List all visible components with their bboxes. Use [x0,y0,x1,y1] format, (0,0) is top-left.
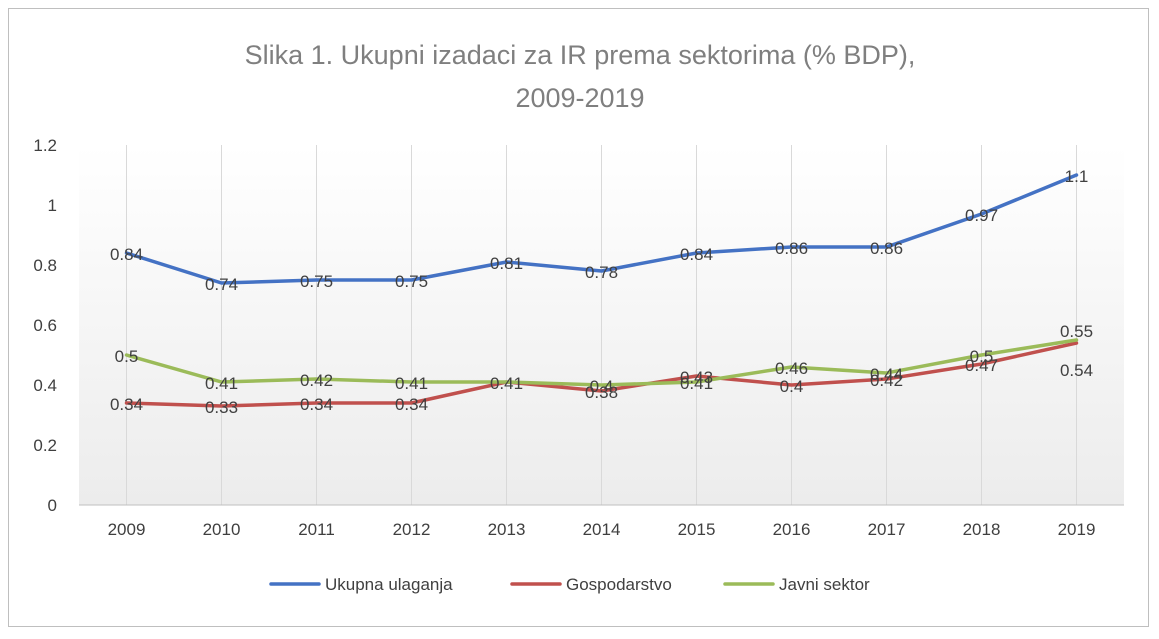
data-label: 0.55 [1060,322,1093,341]
x-tick-label: 2012 [393,520,431,539]
data-label: 0.42 [870,371,903,390]
chart-frame: Slika 1. Ukupni izadaci za IR prema sekt… [8,8,1149,627]
data-label: 0.46 [775,359,808,378]
data-label: 0.5 [970,347,994,366]
data-labels: 0.84 0.74 0.75 0.75 0.81 0.78 0.84 0.86 0.86 0.97… [110,167,1093,417]
legend: Ukupna ulaganja Gospodarstvo Javni sektor [269,575,870,594]
y-tick-label: 0 [48,496,57,515]
x-tick-label: 2010 [203,520,241,539]
x-tick-label: 2014 [583,520,621,539]
series-line-1 [124,341,1079,408]
y-tick-label: 0.4 [33,376,57,395]
x-tick-label: 2011 [298,520,335,539]
data-label: 0.86 [870,239,903,258]
axes: 2009 2010 2011 2012 2013 2014 2015 2016 2017 2018… [33,136,1124,539]
y-tick-label: 0.2 [33,436,57,455]
data-label: 0.43 [680,368,713,387]
chart-title-line-2: 2009-2019 [515,83,644,113]
data-label: 0.78 [585,263,618,282]
chart-title-line-1: Slika 1. Ukupni izadaci za IR prema sekt… [245,40,916,70]
data-label: 0.42 [300,371,333,390]
x-tick-label: 2013 [488,520,526,539]
x-tick-label: 2016 [773,520,811,539]
data-label: 0.81 [490,254,523,273]
x-tick-label: 2018 [963,520,1001,539]
data-label: 0.34 [395,395,428,414]
series-line-0 [124,173,1079,285]
data-label: 0.41 [490,374,523,393]
data-label: 0.5 [115,347,139,366]
data-label: 0.38 [585,383,618,402]
y-tick-label: 0.8 [33,256,57,275]
x-tick-label: 2015 [678,520,716,539]
data-label: 0.41 [205,374,238,393]
data-label: 1.1 [1065,167,1089,186]
x-tick-label: 2017 [868,520,906,539]
data-label: 0.97 [965,206,998,225]
legend-label-0: Ukupna ulaganja [325,575,453,594]
data-label: 0.47 [965,356,998,375]
data-label: 0.86 [775,239,808,258]
data-label: 0.34 [110,395,143,414]
y-tick-label: 0.6 [33,316,57,335]
data-label: 0.54 [1060,361,1093,380]
data-label: 0.33 [205,398,238,417]
data-label: 0.41 [680,374,713,393]
data-label: 0.41 [395,374,428,393]
x-tick-label: 2009 [108,520,146,539]
data-label: 0.34 [300,395,333,414]
x-tick-label: 2019 [1058,520,1096,539]
data-label: 0.4 [780,377,804,396]
series-lines [124,173,1079,408]
legend-label-1: Gospodarstvo [566,575,672,594]
data-label: 0.84 [680,245,713,264]
data-label: 0.75 [300,272,333,291]
data-label: 0.84 [110,245,143,264]
data-label: 0.74 [205,275,238,294]
data-label: 0.75 [395,272,428,291]
grid-lines [126,145,1077,505]
line-chart: Slika 1. Ukupni izadaci za IR prema sekt… [33,40,1124,594]
legend-label-2: Javni sektor [779,575,870,594]
y-tick-label: 1 [48,196,57,215]
data-label: 0.4 [590,377,614,396]
y-tick-label: 1.2 [33,136,57,155]
data-label: 0.44 [870,365,903,384]
series-line-2 [124,338,1079,387]
